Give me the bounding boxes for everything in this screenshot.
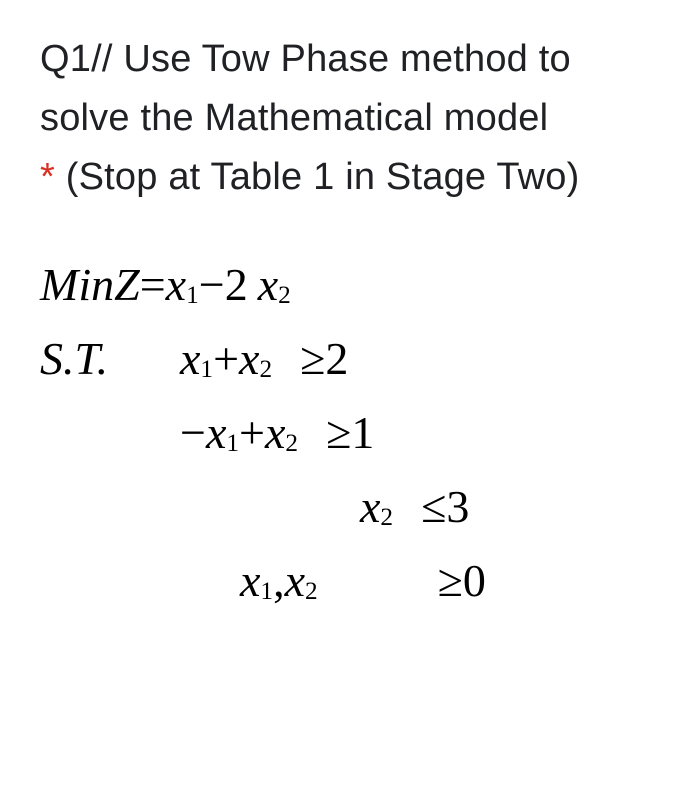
- nn-x2-sub: 2: [305, 579, 318, 604]
- c2-x2-sub: 2: [285, 431, 298, 456]
- x2-var: x: [258, 262, 278, 308]
- c1-x2-sub: 2: [259, 357, 272, 382]
- c3-x2: x: [360, 484, 380, 530]
- nn-rhs: 0: [463, 558, 486, 604]
- math-block: MinZ = x1 − 2x2 S.T. x1 + x2≥2 −x1 + x2≥…: [40, 262, 649, 604]
- nn-x1: x: [240, 558, 260, 604]
- c1-plus: +: [213, 336, 239, 382]
- c2-plus: +: [239, 410, 265, 456]
- c2-rhs: 1: [351, 410, 374, 456]
- question-block: Q1// Use Tow Phase method to solve the M…: [40, 30, 649, 207]
- nn-rel: ≥: [438, 558, 463, 604]
- x1-var: x: [166, 262, 186, 308]
- nonneg-row: x1, x2 ≥0: [40, 558, 649, 604]
- c2-x1-sub: 1: [226, 431, 239, 456]
- nn-comma: ,: [273, 558, 285, 604]
- x2-sub: 2: [278, 283, 291, 308]
- c1-x2: x: [239, 336, 259, 382]
- constraint-1-row: S.T. x1 + x2≥2: [40, 336, 649, 382]
- c1-x1-sub: 1: [200, 357, 213, 382]
- question-line-3: (Stop at Table 1 in Stage Two): [66, 156, 580, 198]
- c2-rel: ≥: [326, 410, 351, 456]
- x1-sub: 1: [186, 283, 199, 308]
- c2-x1: x: [206, 410, 226, 456]
- c1-rel: ≥: [300, 336, 325, 382]
- st-label: S.T.: [40, 336, 180, 382]
- objective-row: MinZ = x1 − 2x2: [40, 262, 649, 308]
- coef-2: 2: [225, 262, 248, 308]
- c1-x1: x: [180, 336, 200, 382]
- nn-x2: x: [285, 558, 305, 604]
- constraint-3-row: x2 ≤3: [360, 484, 649, 530]
- c2-x2: x: [265, 410, 285, 456]
- page-root: Q1// Use Tow Phase method to solve the M…: [0, 0, 679, 604]
- question-line-1: Q1// Use Tow Phase method to: [40, 38, 571, 80]
- c3-rel: ≤: [421, 484, 446, 530]
- constraint-2-row: −x1 + x2≥1: [180, 410, 649, 456]
- z-var: Z: [114, 262, 140, 308]
- c1-rhs: 2: [325, 336, 348, 382]
- required-asterisk: *: [40, 156, 55, 198]
- question-line-2: solve the Mathematical model: [40, 97, 548, 139]
- c2-neg: −: [180, 410, 206, 456]
- c3-rhs: 3: [446, 484, 469, 530]
- minus-sign: −: [199, 262, 225, 308]
- equals-sign: =: [140, 262, 166, 308]
- min-label: Min: [40, 262, 114, 308]
- nn-x1-sub: 1: [260, 579, 273, 604]
- c3-x2-sub: 2: [380, 505, 393, 530]
